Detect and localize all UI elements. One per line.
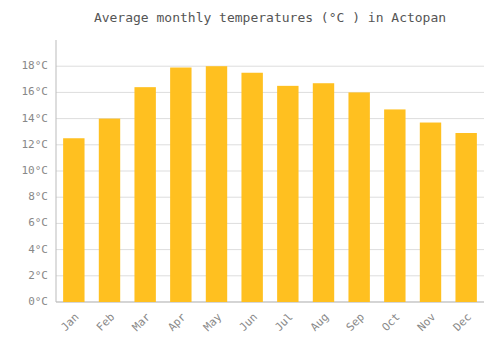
x-tick-label: Sep [344, 311, 367, 334]
x-tick-label: Aug [308, 311, 331, 334]
y-tick-label: 8°C [28, 190, 48, 203]
y-tick-label: 12°C [22, 138, 49, 151]
x-tick-label: Apr [165, 310, 189, 334]
x-tick-label: Mar [130, 310, 154, 334]
chart-container: 0°C 2°C 4°C 6°C 8°C 10°C 12°C 14°C 16°C 18°C Jan Fe… [0, 0, 500, 350]
y-tick-label: 14°C [22, 112, 49, 125]
bar [241, 73, 262, 302]
y-grid [56, 66, 484, 302]
bar [170, 68, 191, 302]
y-tick-labels: 0°C 2°C 4°C 6°C 8°C 10°C 12°C 14°C 16°C 18°C [22, 59, 49, 308]
chart-title: Average monthly temperatures (°C ) in Ac… [94, 10, 446, 25]
y-tick-label: 2°C [28, 269, 48, 282]
bar [134, 87, 155, 302]
x-tick-label: Feb [94, 311, 117, 334]
bar [420, 123, 441, 302]
bar [313, 83, 334, 302]
y-tick-label: 0°C [28, 295, 48, 308]
bar [277, 86, 298, 302]
bar [455, 133, 476, 302]
bar [99, 119, 120, 302]
y-axis-line [56, 40, 57, 302]
bar [63, 138, 84, 302]
bar [348, 92, 369, 302]
x-tick-label: Oct [379, 311, 402, 334]
x-tick-label: Jan [58, 311, 81, 334]
x-tick-label: May [201, 310, 225, 334]
page-body: {"chart_data": {"type": "bar", "title": … [0, 0, 500, 350]
grid-line [56, 66, 484, 67]
y-tick-label: 18°C [22, 59, 49, 72]
y-tick-label: 4°C [28, 243, 48, 256]
chart-svg: 0°C 2°C 4°C 6°C 8°C 10°C 12°C 14°C 16°C 18°C Jan Fe… [0, 0, 500, 350]
x-tick-label: Nov [415, 310, 439, 334]
y-tick-label: 6°C [28, 216, 48, 229]
bar [206, 66, 227, 302]
x-tick-label: Jul [272, 311, 295, 334]
y-tick-label: 16°C [22, 85, 49, 98]
y-tick-label: 10°C [22, 164, 49, 177]
bar [384, 109, 405, 302]
x-tick-label: Jun [237, 311, 260, 334]
x-tick-labels: Jan Feb Mar Apr May Jun Jul Aug Sep Oct Nov Dec [58, 310, 474, 334]
bars [63, 66, 477, 302]
grid-line [56, 92, 484, 93]
x-tick-label: Dec [451, 311, 474, 334]
page: Chart html, body { margin: 0; padding: 0… [0, 0, 500, 350]
